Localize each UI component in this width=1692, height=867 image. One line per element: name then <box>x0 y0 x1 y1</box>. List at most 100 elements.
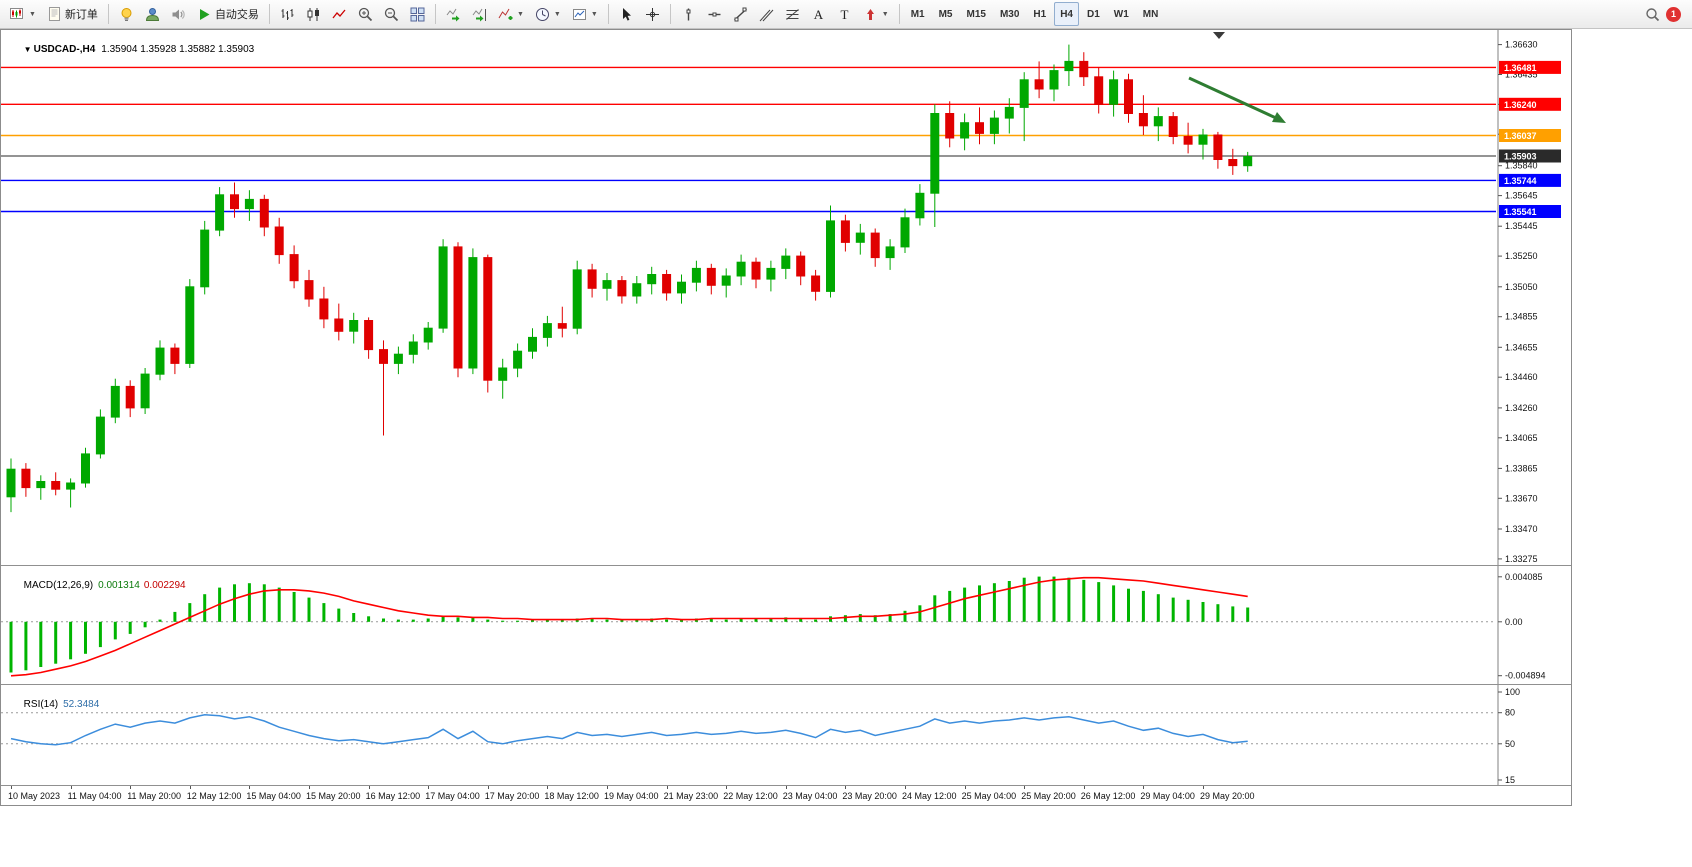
text-button[interactable]: A <box>806 2 831 26</box>
profile-button[interactable] <box>140 2 165 26</box>
time-axis-label: 15 May 04:00 <box>246 791 301 801</box>
macd-chart[interactable]: 0.004085 0.00 -0.004894 <box>1 566 1571 684</box>
separator <box>107 4 109 24</box>
main-chart-pane: 1.366301.364351.362401.360451.358401.356… <box>1 30 1571 565</box>
time-axis-label: 24 May 12:00 <box>902 791 957 801</box>
time-tick <box>726 786 728 789</box>
time-tick <box>70 786 72 789</box>
svg-text:1.33865: 1.33865 <box>1505 463 1538 473</box>
tile-windows-button[interactable] <box>405 2 430 26</box>
crosshair-icon <box>645 7 660 22</box>
time-tick <box>1024 786 1026 789</box>
channel-button[interactable] <box>754 2 779 26</box>
svg-text:1.34655: 1.34655 <box>1505 342 1538 352</box>
separator <box>669 4 671 24</box>
svg-text:1.33670: 1.33670 <box>1505 493 1538 503</box>
time-axis-label: 10 May 2023 <box>8 791 61 801</box>
time-tick <box>428 786 430 789</box>
crosshair-button[interactable] <box>640 2 665 26</box>
time-tick <box>666 786 668 789</box>
time-axis-label: 26 May 12:00 <box>1080 791 1136 801</box>
zoom-out-button[interactable] <box>379 2 404 26</box>
sound-icon <box>171 7 186 22</box>
time-axis-label: 11 May 20:00 <box>127 791 182 801</box>
bar-chart-button[interactable] <box>275 2 300 26</box>
tile-windows-icon <box>410 7 425 22</box>
cursor-button[interactable] <box>614 2 639 26</box>
indicators-dropdown[interactable]: ▼ <box>493 2 529 26</box>
chart-shift-icon <box>472 7 487 22</box>
new-order-label: 新订单 <box>64 9 98 21</box>
text-icon: A <box>811 7 826 22</box>
periods-dropdown[interactable]: ▼ <box>530 2 566 26</box>
svg-text:100: 100 <box>1505 687 1520 697</box>
rsi-pane: 100 80 50 15 RSI(14) 52.3484 <box>1 684 1571 785</box>
time-tick <box>964 786 966 789</box>
svg-text:80: 80 <box>1505 708 1515 718</box>
line-chart-button[interactable] <box>327 2 352 26</box>
templates-dropdown[interactable]: ▼ <box>567 2 603 26</box>
chart-shift-button[interactable] <box>467 2 492 26</box>
new-chart-button[interactable]: ▼ <box>5 2 41 26</box>
cursor-icon <box>619 7 634 22</box>
timeframe-m30-button[interactable]: M30 <box>994 2 1025 26</box>
arrows-dropdown[interactable]: ▼ <box>858 2 894 26</box>
horizontal-line-button[interactable] <box>702 2 727 26</box>
time-axis-label: 21 May 23:00 <box>663 791 719 801</box>
auto-scroll-button[interactable] <box>441 2 466 26</box>
timeframe-mn-button[interactable]: MN <box>1137 2 1165 26</box>
svg-text:1.35445: 1.35445 <box>1505 221 1538 231</box>
timeframe-h4-button[interactable]: H4 <box>1054 2 1079 26</box>
candlestick-chart-button[interactable] <box>301 2 326 26</box>
channel-icon <box>759 7 774 22</box>
svg-text:1.35050: 1.35050 <box>1505 282 1538 292</box>
fibonacci-button[interactable] <box>780 2 805 26</box>
text-label-button[interactable]: T <box>832 2 857 26</box>
vertical-line-button[interactable] <box>676 2 701 26</box>
time-tick <box>607 786 608 789</box>
time-tick <box>1203 786 1204 789</box>
rsi-chart[interactable]: 100 80 50 15 <box>1 685 1571 785</box>
time-tick <box>189 786 191 789</box>
timeframe-m15-button[interactable]: M15 <box>961 2 992 26</box>
template-icon <box>572 7 587 22</box>
timeframe-w1-button[interactable]: W1 <box>1108 2 1135 26</box>
separator <box>898 4 900 24</box>
zoom-in-button[interactable] <box>353 2 378 26</box>
time-axis[interactable]: 10 May 2023 11 May 04:00 11 May 20:00 12 Ma… <box>1 785 1571 805</box>
svg-text:50: 50 <box>1505 739 1515 749</box>
timeframe-m1-button[interactable]: M1 <box>905 2 931 26</box>
time-axis-label: 19 May 04:00 <box>604 791 659 801</box>
time-axis-label: 16 May 12:00 <box>365 791 421 801</box>
separator <box>434 4 436 24</box>
notification-badge[interactable]: 1 <box>1666 6 1681 22</box>
trendline-icon <box>733 7 748 22</box>
svg-text:1.34260: 1.34260 <box>1505 403 1538 413</box>
price-chart[interactable]: 1.366301.364351.362401.360451.358401.356… <box>1 30 1571 565</box>
chart-menu-triangle-icon[interactable]: ▼ <box>23 45 32 54</box>
timeframe-m5-button[interactable]: M5 <box>933 2 959 26</box>
auto-scroll-icon <box>446 7 461 22</box>
time-axis-label: 23 May 20:00 <box>842 791 897 801</box>
autotrading-play-icon <box>197 7 212 22</box>
trendline-button[interactable] <box>728 2 753 26</box>
svg-text:1.35744: 1.35744 <box>1504 176 1537 186</box>
time-axis-label: 12 May 12:00 <box>186 791 242 801</box>
shift-marker <box>1213 32 1225 39</box>
lamp-icon <box>119 7 134 22</box>
lamp-button[interactable] <box>114 2 139 26</box>
chart-title-overlay: ▼ USDCAD-,H4 1.35904 1.35928 1.35882 1.359… <box>7 33 255 66</box>
time-axis-label: 29 May 04:00 <box>1140 791 1195 801</box>
sound-button[interactable] <box>166 2 191 26</box>
svg-text:A: A <box>814 7 824 22</box>
zoom-out-icon <box>384 7 399 22</box>
timeframe-d1-button[interactable]: D1 <box>1081 2 1106 26</box>
fib-retracement-icon <box>785 7 800 22</box>
time-axis-label: 25 May 20:00 <box>1021 791 1076 801</box>
autotrading-button[interactable]: 自动交易 <box>192 2 264 26</box>
timeframe-h1-button[interactable]: H1 <box>1027 2 1052 26</box>
time-tick <box>130 786 132 789</box>
svg-text:1.33470: 1.33470 <box>1505 524 1538 534</box>
search-button[interactable] <box>1640 2 1665 26</box>
new-order-button[interactable]: 新订单 <box>42 2 103 26</box>
